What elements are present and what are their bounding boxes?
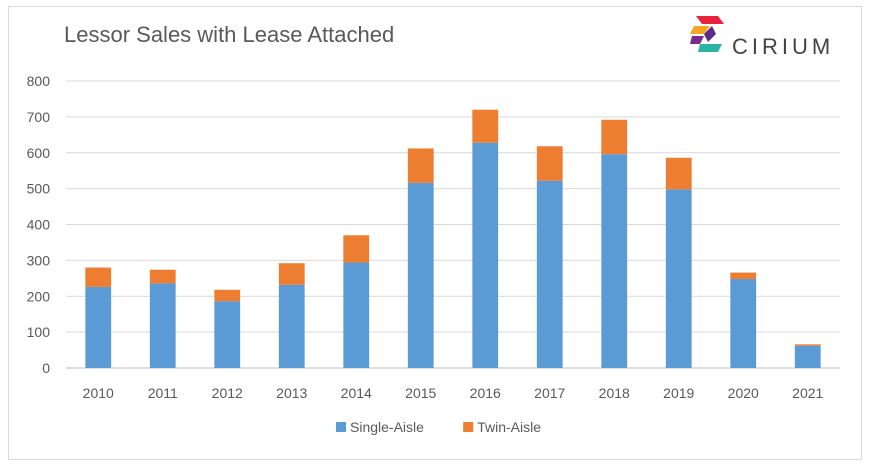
- cirium-logo-mark-icon: [690, 16, 724, 52]
- bar-twin-aisle-2012: [214, 289, 241, 302]
- bar-single-aisle-2018: [601, 154, 628, 368]
- legend-swatch: [463, 422, 474, 432]
- x-tick-label: 2018: [599, 385, 630, 401]
- bar-single-aisle-2016: [472, 142, 499, 368]
- x-tick-label: 2013: [276, 385, 307, 401]
- y-tick-label: 0: [42, 360, 50, 376]
- chart-frame: [8, 6, 862, 460]
- x-tick-label: 2010: [83, 385, 114, 401]
- gridlines: [66, 80, 840, 369]
- x-tick-label: 2015: [405, 385, 436, 401]
- cirium-logo-text: CIRIUM: [732, 34, 835, 59]
- cirium-logo: CIRIUM: [690, 14, 850, 64]
- bar-single-aisle-2021: [794, 345, 821, 368]
- bar-single-aisle-2012: [214, 301, 241, 368]
- x-tick-label: 2019: [663, 385, 694, 401]
- bar-twin-aisle-2020: [730, 272, 757, 280]
- x-tick-label: 2017: [534, 385, 565, 401]
- x-tick-label: 2012: [212, 385, 243, 401]
- y-tick-label: 500: [27, 181, 51, 197]
- bar-twin-aisle-2015: [407, 148, 434, 183]
- x-axis-ticks: 2010 2011 2012 2013 2014 2015 2016 2017 2018 2019…: [83, 385, 824, 401]
- bar-single-aisle-2010: [85, 286, 112, 368]
- x-tick-label: 2016: [470, 385, 501, 401]
- bar-single-aisle-2013: [278, 284, 305, 368]
- y-tick-label: 600: [27, 145, 51, 161]
- bar-twin-aisle-2018: [601, 119, 628, 155]
- bar-single-aisle-2015: [407, 182, 434, 368]
- bar-twin-aisle-2010: [85, 267, 112, 287]
- legend-label: Single-Aisle: [350, 419, 424, 435]
- bar-twin-aisle-2016: [472, 109, 499, 143]
- bar-single-aisle-2011: [149, 283, 176, 368]
- bar-single-aisle-2017: [536, 180, 563, 368]
- bar-single-aisle-2019: [665, 189, 692, 368]
- x-tick-label: 2014: [341, 385, 372, 401]
- y-tick-label: 100: [27, 324, 51, 340]
- chart-title: Lessor Sales with Lease Attached: [64, 22, 395, 47]
- y-tick-label: 300: [27, 252, 51, 268]
- x-tick-label: 2011: [148, 385, 178, 401]
- y-tick-label: 400: [27, 217, 51, 233]
- bar-twin-aisle-2017: [536, 146, 563, 181]
- bar-twin-aisle-2014: [343, 235, 370, 263]
- bar-single-aisle-2014: [343, 262, 370, 368]
- bar-twin-aisle-2021: [794, 344, 821, 346]
- bar-twin-aisle-2019: [665, 157, 692, 190]
- bar-twin-aisle-2013: [278, 263, 305, 285]
- legend: Single-Aisle Twin-Aisle: [336, 419, 541, 435]
- y-tick-label: 700: [27, 109, 51, 125]
- x-tick-label: 2021: [792, 385, 823, 401]
- y-tick-label: 200: [27, 288, 51, 304]
- bar-single-aisle-2020: [730, 279, 757, 368]
- bar-twin-aisle-2011: [149, 269, 176, 284]
- y-tick-label: 800: [27, 73, 51, 89]
- x-tick-label: 2020: [728, 385, 759, 401]
- bars: [85, 109, 821, 368]
- legend-swatch: [336, 422, 346, 432]
- y-axis-ticks: 0 100 200 300 400 500 600 700 800: [27, 73, 51, 376]
- legend-label: Twin-Aisle: [477, 419, 541, 435]
